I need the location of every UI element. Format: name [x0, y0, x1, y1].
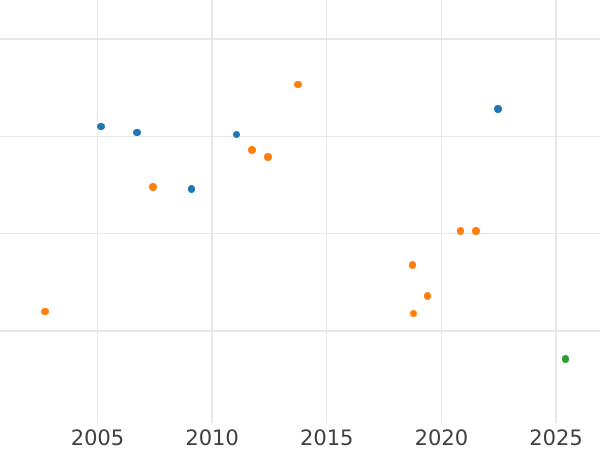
x-tick-label: 2025 — [529, 426, 583, 450]
orange-series-point — [409, 309, 418, 318]
x-tick-label: 2005 — [70, 426, 125, 450]
x-tick-label: 2015 — [299, 426, 354, 450]
orange-series-point — [294, 80, 302, 89]
x-gridline — [440, 0, 443, 423]
x-gridline — [96, 0, 99, 423]
orange-series-point — [247, 146, 256, 154]
green-series-point — [561, 355, 570, 364]
orange-series-point — [456, 226, 465, 235]
blue-series-point — [97, 122, 105, 131]
x-gridline — [326, 0, 328, 423]
x-tick-label: 2010 — [185, 426, 239, 450]
orange-series-point — [149, 183, 157, 191]
blue-series-point — [494, 105, 502, 113]
orange-series-point — [471, 226, 480, 235]
y-gridline — [0, 232, 600, 235]
y-gridline — [0, 135, 600, 137]
x-tick-label: 2020 — [414, 426, 469, 450]
x-axis: 2005 2010 2015 2020 2025 — [0, 423, 600, 450]
x-gridline — [555, 0, 557, 423]
y-gridline — [0, 38, 600, 40]
blue-series-point — [232, 130, 241, 139]
orange-series-point — [264, 152, 273, 161]
orange-series-point — [408, 261, 417, 269]
plot-area — [0, 0, 600, 423]
y-gridline — [0, 330, 600, 332]
orange-series-point — [41, 307, 49, 316]
x-gridline — [211, 0, 213, 423]
blue-series-point — [133, 128, 141, 137]
orange-series-point — [423, 292, 432, 300]
blue-series-point — [187, 185, 196, 193]
